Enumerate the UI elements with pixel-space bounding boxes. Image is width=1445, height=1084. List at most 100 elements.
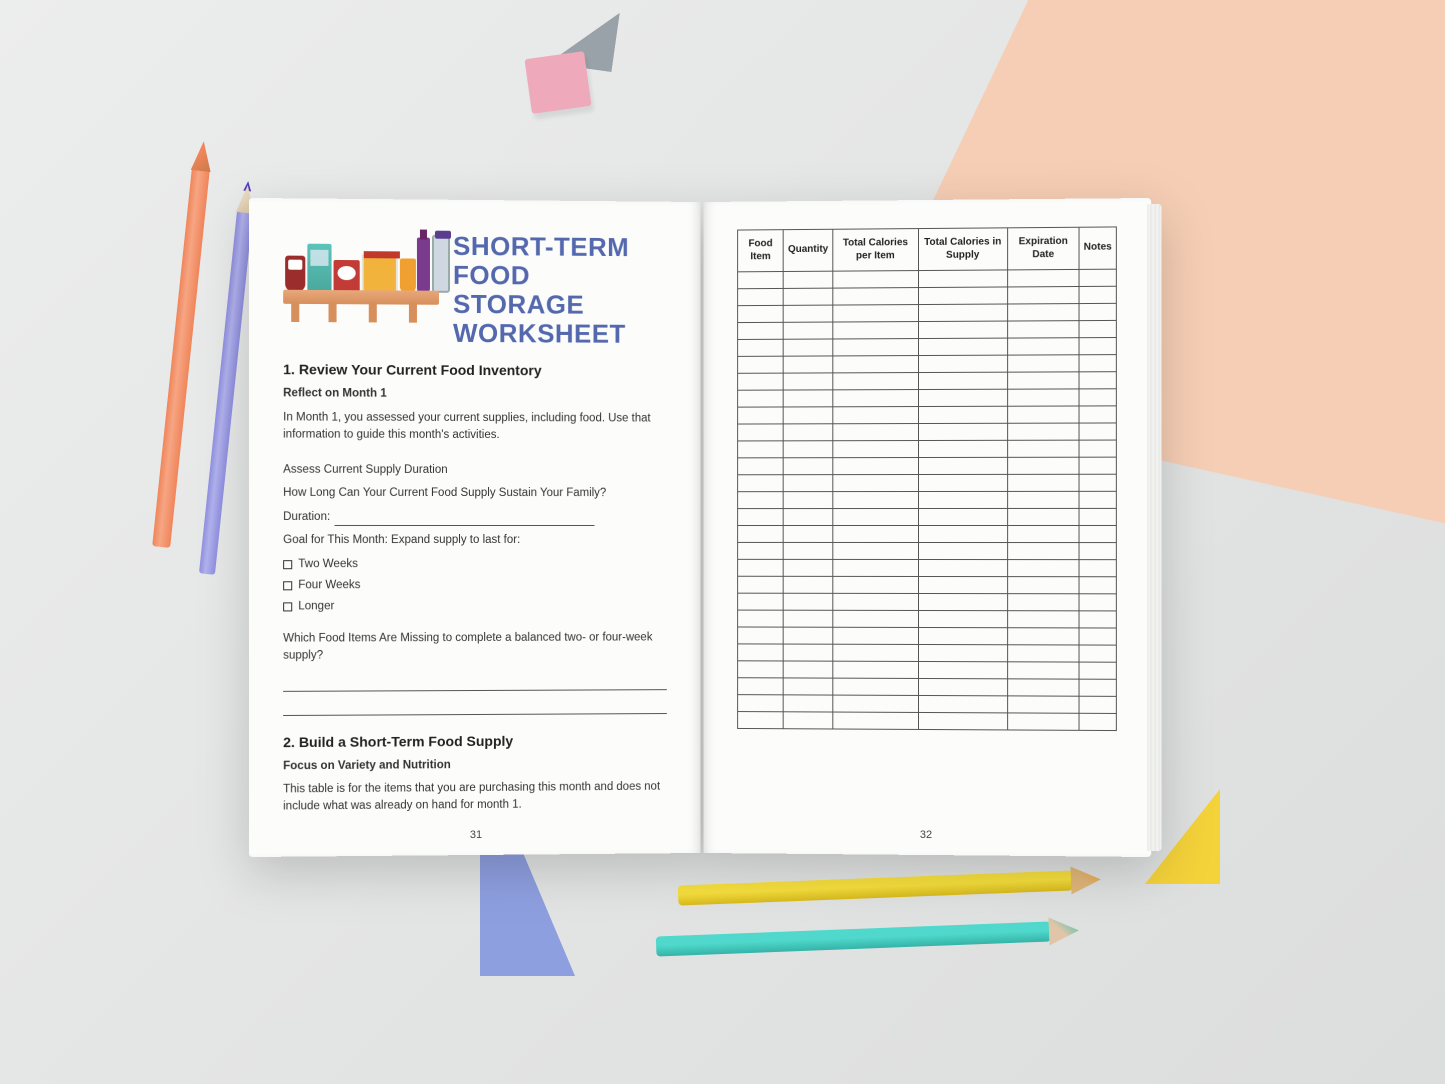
table-cell[interactable] xyxy=(783,593,832,610)
table-cell[interactable] xyxy=(1007,696,1079,713)
table-cell[interactable] xyxy=(1079,560,1116,577)
table-cell[interactable] xyxy=(833,441,918,458)
table-cell[interactable] xyxy=(1007,269,1079,287)
table-cell[interactable] xyxy=(833,339,918,356)
table-cell[interactable] xyxy=(833,356,918,373)
table-cell[interactable] xyxy=(738,288,784,305)
table-cell[interactable] xyxy=(738,458,784,475)
table-row[interactable] xyxy=(738,303,1117,322)
table-row[interactable] xyxy=(738,644,1117,662)
table-row[interactable] xyxy=(738,712,1117,731)
table-cell[interactable] xyxy=(783,712,832,729)
yellow-colored-pencil[interactable] xyxy=(678,870,1073,905)
table-cell[interactable] xyxy=(833,390,918,407)
table-cell[interactable] xyxy=(918,627,1007,644)
checkbox-icon[interactable] xyxy=(283,581,292,590)
table-cell[interactable] xyxy=(738,559,784,576)
table-cell[interactable] xyxy=(918,474,1007,491)
table-cell[interactable] xyxy=(1079,679,1116,696)
table-cell[interactable] xyxy=(918,287,1007,305)
table-cell[interactable] xyxy=(833,373,918,390)
table-cell[interactable] xyxy=(738,542,784,559)
table-cell[interactable] xyxy=(738,492,784,509)
table-cell[interactable] xyxy=(738,661,784,678)
table-cell[interactable] xyxy=(1079,303,1116,320)
table-cell[interactable] xyxy=(1079,491,1116,508)
table-cell[interactable] xyxy=(1007,713,1079,730)
table-cell[interactable] xyxy=(1007,645,1079,662)
table-cell[interactable] xyxy=(783,610,832,627)
table-cell[interactable] xyxy=(918,372,1007,389)
table-cell[interactable] xyxy=(783,441,832,458)
table-cell[interactable] xyxy=(918,610,1007,627)
table-cell[interactable] xyxy=(738,322,784,339)
table-cell[interactable] xyxy=(918,525,1007,542)
table-cell[interactable] xyxy=(1007,286,1079,304)
missing-items-line-2[interactable] xyxy=(283,694,667,716)
table-row[interactable] xyxy=(738,508,1117,525)
table-cell[interactable] xyxy=(783,678,832,695)
table-cell[interactable] xyxy=(918,559,1007,576)
table-cell[interactable] xyxy=(833,610,918,627)
table-cell[interactable] xyxy=(783,339,832,356)
table-cell[interactable] xyxy=(738,593,784,610)
table-cell[interactable] xyxy=(918,440,1007,457)
table-cell[interactable] xyxy=(738,424,784,441)
table-cell[interactable] xyxy=(738,475,784,492)
table-cell[interactable] xyxy=(1007,389,1079,406)
table-cell[interactable] xyxy=(1079,508,1116,525)
table-cell[interactable] xyxy=(918,695,1007,712)
table-cell[interactable] xyxy=(1079,474,1116,491)
table-cell[interactable] xyxy=(1079,269,1116,286)
table-cell[interactable] xyxy=(1007,560,1079,577)
table-row[interactable] xyxy=(738,338,1117,357)
table-cell[interactable] xyxy=(833,712,918,729)
table-cell[interactable] xyxy=(833,526,918,543)
table-cell[interactable] xyxy=(1079,645,1116,662)
table-cell[interactable] xyxy=(1007,679,1079,696)
table-cell[interactable] xyxy=(738,339,784,356)
pink-square-eraser[interactable] xyxy=(524,51,591,114)
table-cell[interactable] xyxy=(918,304,1007,322)
table-cell[interactable] xyxy=(833,509,918,526)
table-cell[interactable] xyxy=(1079,320,1116,337)
table-cell[interactable] xyxy=(1079,594,1116,611)
table-row[interactable] xyxy=(738,542,1117,559)
table-row[interactable] xyxy=(738,406,1117,424)
table-cell[interactable] xyxy=(918,389,1007,406)
table-cell[interactable] xyxy=(783,373,832,390)
table-cell[interactable] xyxy=(1079,372,1116,389)
table-cell[interactable] xyxy=(918,270,1007,288)
table-cell[interactable] xyxy=(738,509,784,526)
table-cell[interactable] xyxy=(1079,525,1116,542)
table-cell[interactable] xyxy=(918,593,1007,610)
table-cell[interactable] xyxy=(738,627,784,644)
table-cell[interactable] xyxy=(833,542,918,559)
table-cell[interactable] xyxy=(1079,457,1116,474)
table-cell[interactable] xyxy=(783,661,832,678)
table-cell[interactable] xyxy=(1079,696,1116,713)
table-cell[interactable] xyxy=(783,492,832,509)
table-cell[interactable] xyxy=(1007,594,1079,611)
table-cell[interactable] xyxy=(783,356,832,373)
checkbox-icon[interactable] xyxy=(283,560,292,569)
table-row[interactable] xyxy=(738,627,1117,645)
table-cell[interactable] xyxy=(918,321,1007,339)
table-cell[interactable] xyxy=(1007,577,1079,594)
table-cell[interactable] xyxy=(1007,355,1079,372)
table-row[interactable] xyxy=(738,593,1117,611)
checkbox-icon[interactable] xyxy=(283,602,292,611)
table-cell[interactable] xyxy=(1079,355,1116,372)
table-cell[interactable] xyxy=(738,678,784,695)
table-cell[interactable] xyxy=(918,457,1007,474)
table-cell[interactable] xyxy=(918,423,1007,440)
table-cell[interactable] xyxy=(783,509,832,526)
table-row[interactable] xyxy=(738,457,1117,475)
table-cell[interactable] xyxy=(1007,628,1079,645)
table-cell[interactable] xyxy=(833,475,918,492)
table-cell[interactable] xyxy=(783,322,832,339)
table-row[interactable] xyxy=(738,372,1117,391)
table-row[interactable] xyxy=(738,474,1117,491)
teal-colored-pencil[interactable] xyxy=(656,921,1051,956)
table-cell[interactable] xyxy=(1007,321,1079,338)
